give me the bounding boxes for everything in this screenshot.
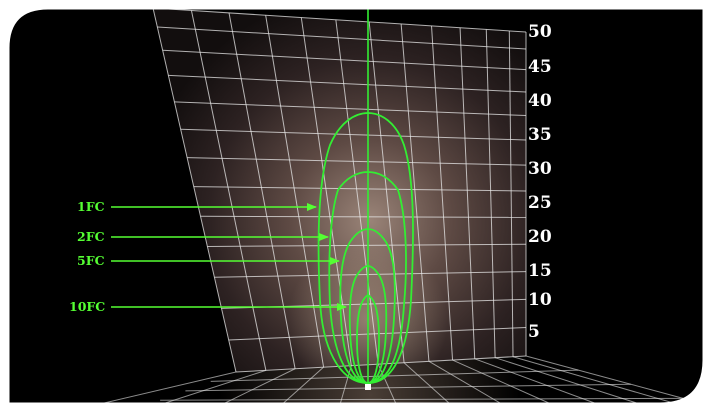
grid-line [525,355,704,404]
grid-line [193,186,527,192]
grid-line [368,21,405,363]
grid-line [99,371,237,404]
grid-line [185,383,631,392]
scale-label-5: 5 [528,322,540,342]
frame-border [6,6,706,406]
grid-line [377,363,397,404]
grid-line [152,8,527,33]
grid-line [222,368,296,404]
grid-line [335,19,379,365]
grid-line [265,15,325,368]
grid-line [452,359,552,404]
scale-label-40: 40 [528,91,552,111]
label-2fc: 2FC [77,229,105,244]
grid-line [160,397,684,401]
scale-label-25: 25 [528,193,552,213]
grid-line [190,10,267,371]
contour-callouts: 1FC 2FC 5FC 10FC [69,199,347,314]
label-10fc: 10FC [69,299,105,314]
grid-line [494,357,640,404]
grid-line [157,26,527,50]
grid-line [400,23,430,362]
scale-label-50: 50 [528,22,552,42]
grid-line [403,362,451,404]
grid-line [282,366,324,404]
label-5fc: 5FC [77,253,105,268]
scale-label-30: 30 [528,159,552,179]
grid-line [459,27,476,359]
floor-grid [99,355,704,404]
grid-line [174,101,527,117]
grid-line [474,358,598,404]
scale-label-15: 15 [528,261,552,281]
grid-line [508,30,514,357]
wall-grid [152,8,527,373]
grid-line [228,12,296,369]
grid-line [485,29,496,358]
grid-line [431,25,454,361]
scale-label-35: 35 [528,125,552,145]
grid-line [168,74,527,93]
label-1fc: 1FC [77,199,105,214]
grid-line [162,369,267,404]
grid-line [187,157,527,166]
grid-line [210,369,579,382]
grid-line [214,271,527,278]
grid-line [207,243,527,247]
grid-line [512,356,678,404]
fixture-marker [365,384,371,390]
grid-line [428,360,503,404]
grid-line [339,365,352,404]
scale-label-20: 20 [528,227,552,247]
scale-label-10: 10 [528,290,552,310]
grid-line [228,327,527,341]
scale-label-45: 45 [528,57,552,77]
grid-line [162,49,527,71]
grid-line [180,128,527,141]
grid-line [200,215,527,218]
grid-line [152,8,237,373]
